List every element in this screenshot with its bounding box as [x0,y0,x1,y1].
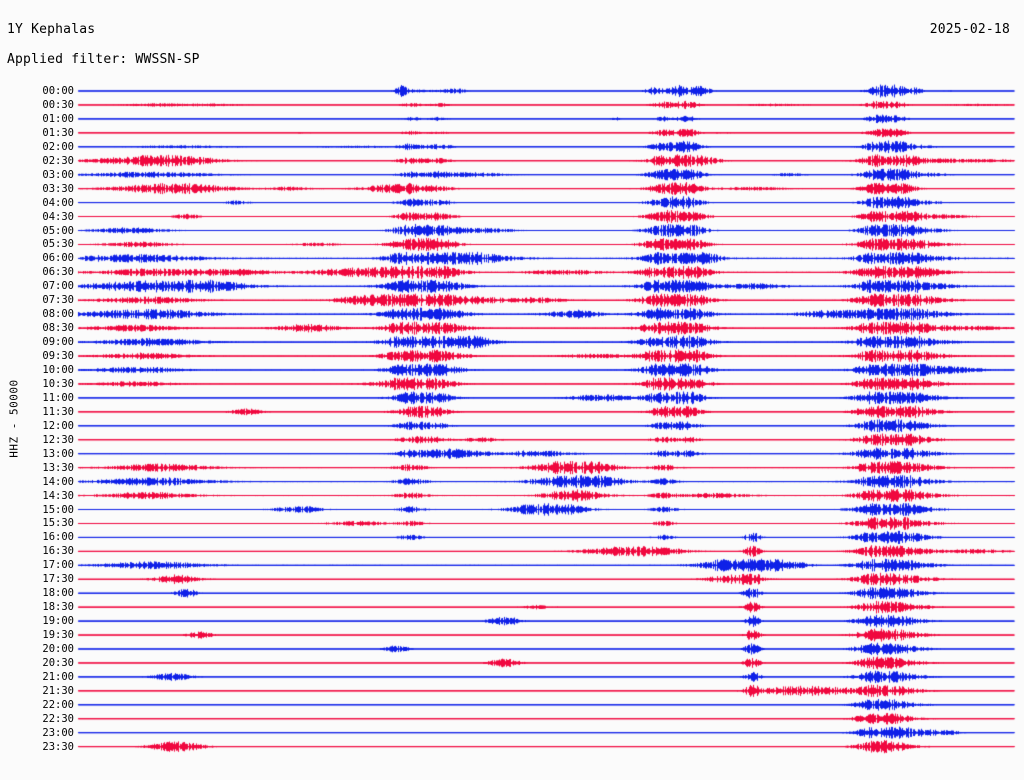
seismogram-traces [0,0,1024,780]
seismogram-page: 1Y Kephalas Applied filter: WWSSN-SP 202… [0,0,1024,780]
